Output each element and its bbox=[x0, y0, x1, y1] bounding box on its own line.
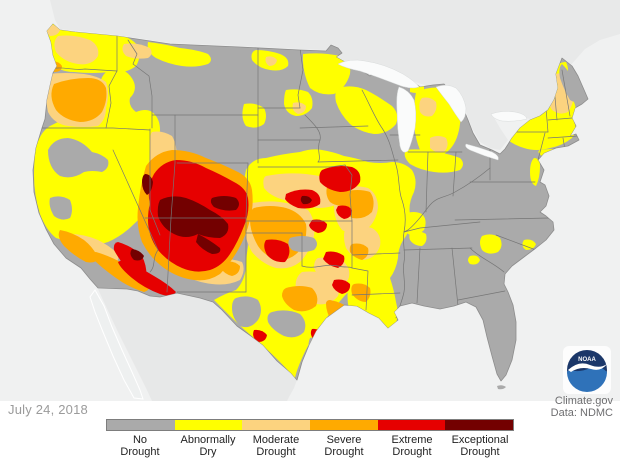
d4-region bbox=[196, 234, 221, 254]
d0-region bbox=[480, 234, 502, 254]
d0-region bbox=[409, 231, 427, 246]
d1-region bbox=[430, 136, 448, 153]
lake-superior bbox=[337, 59, 420, 89]
legend-swatch-no-drought bbox=[107, 420, 175, 430]
noaa-logo-svg: NOAA bbox=[567, 350, 607, 392]
d1-region bbox=[122, 43, 152, 59]
d4-exceptional-drought-layer bbox=[130, 174, 312, 261]
d4-region bbox=[210, 196, 239, 211]
d3-region bbox=[309, 219, 327, 233]
state-borders bbox=[33, 35, 579, 319]
d2-region bbox=[349, 243, 369, 260]
lake-huron bbox=[435, 85, 467, 123]
no-drought-patch bbox=[559, 64, 582, 102]
map-canvas: NOAA bbox=[0, 0, 620, 401]
legend-swatch-moderate bbox=[242, 420, 311, 430]
d1-region bbox=[419, 97, 437, 117]
great-lakes bbox=[337, 59, 528, 161]
d0-region bbox=[147, 42, 211, 67]
legend-label-moderate: Moderate Drought bbox=[252, 434, 300, 458]
noaa-logo-wave bbox=[567, 366, 607, 392]
footer: July 24, 2018 Climate.gov Data: NDMC No D… bbox=[0, 395, 620, 464]
no-drought-patch bbox=[49, 196, 72, 220]
no-drought-patch bbox=[232, 296, 261, 328]
noaa-logo: NOAA bbox=[563, 346, 611, 394]
attribution-source: Climate.gov bbox=[554, 395, 613, 407]
d4-region bbox=[300, 195, 312, 205]
d0-region bbox=[335, 86, 398, 134]
noaa-logo-text: NOAA bbox=[578, 357, 596, 363]
map-date: July 24, 2018 bbox=[8, 402, 88, 417]
legend-swatch-extreme bbox=[377, 420, 446, 430]
legend-label-no-drought: No Drought bbox=[120, 434, 160, 458]
attribution: Climate.gov Data: NDMC bbox=[551, 395, 613, 419]
florida-keys bbox=[497, 385, 506, 390]
d3-region bbox=[253, 329, 267, 342]
d2-region bbox=[92, 252, 150, 292]
d3-region bbox=[264, 239, 290, 263]
d3-region bbox=[336, 205, 352, 219]
d0-region bbox=[242, 103, 266, 128]
d2-region bbox=[51, 78, 107, 122]
legend-labels: No Drought Abnormally Dry Moderate Drought … bbox=[106, 434, 514, 458]
d3-region bbox=[118, 260, 176, 296]
legend-label-extreme: Extreme Drought bbox=[391, 434, 433, 458]
lake-erie bbox=[465, 143, 499, 161]
legend-label-severe: Severe Drought bbox=[324, 434, 364, 458]
d0-region bbox=[522, 239, 536, 250]
noaa-seagull-icon bbox=[568, 363, 607, 372]
no-drought-patch bbox=[288, 236, 317, 252]
legend-swatch-exceptional bbox=[445, 420, 514, 430]
d2-region bbox=[58, 230, 98, 263]
d2-region bbox=[351, 283, 371, 302]
d1-region bbox=[54, 35, 99, 65]
d1-region bbox=[265, 56, 277, 66]
legend-swatch-abnormally-dry bbox=[174, 420, 243, 430]
d0-region bbox=[530, 158, 540, 186]
drought-legend: No Drought Abnormally Dry Moderate Drought … bbox=[106, 419, 514, 458]
no-drought-patch bbox=[48, 138, 109, 178]
attribution-data: Data: NDMC bbox=[550, 407, 613, 419]
legend-label-abnormally-dry: Abnormally Dry bbox=[180, 434, 236, 458]
d3-region bbox=[332, 279, 351, 294]
d4-region bbox=[130, 249, 144, 261]
d4-region bbox=[157, 196, 229, 238]
d2-region bbox=[221, 261, 240, 276]
d3-region bbox=[323, 251, 345, 268]
d0-region bbox=[468, 255, 480, 265]
mexico-landmass bbox=[98, 289, 297, 401]
legend-swatch-severe bbox=[310, 420, 378, 430]
d0-region bbox=[404, 149, 463, 173]
legend-label-exceptional: Exceptional Drought bbox=[451, 434, 509, 458]
no-drought-patch bbox=[267, 310, 306, 338]
baja-peninsula bbox=[89, 289, 144, 400]
d2-region bbox=[282, 286, 318, 312]
lake-ontario bbox=[490, 111, 528, 122]
us-drought-map-svg bbox=[32, 0, 620, 401]
lake-michigan bbox=[396, 86, 417, 153]
legend-color-bar bbox=[106, 419, 514, 431]
canada-landmass bbox=[50, 0, 620, 150]
